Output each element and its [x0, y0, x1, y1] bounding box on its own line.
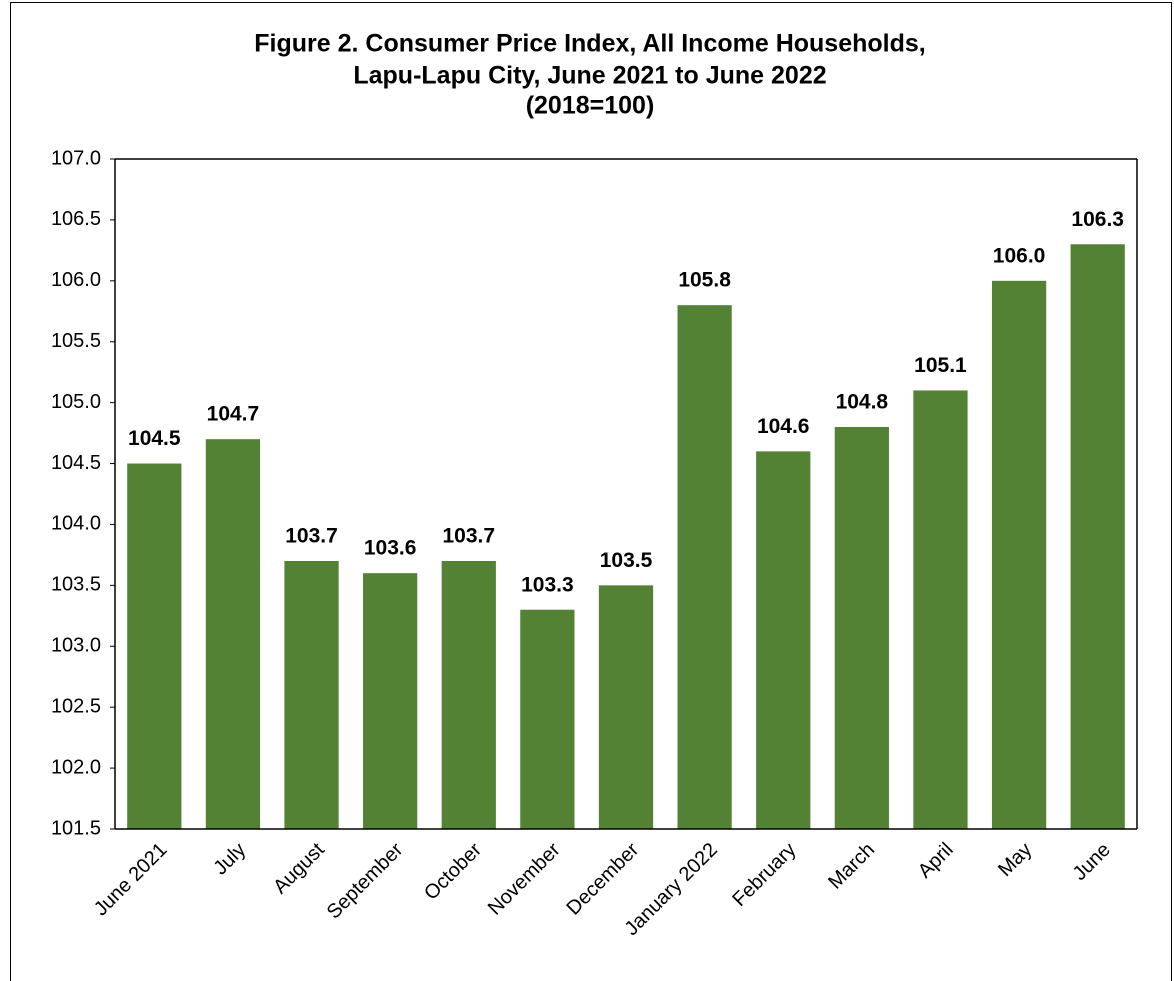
y-tick-label: 105.0	[51, 391, 101, 413]
bar	[127, 463, 182, 829]
bar	[756, 451, 811, 829]
y-tick-label: 104.0	[51, 513, 101, 535]
value-label: 104.8	[836, 391, 889, 414]
y-tick-label: 105.5	[51, 330, 101, 352]
y-tick-label: 101.5	[51, 817, 101, 839]
value-label: 103.5	[600, 549, 653, 572]
chart-title: (2018=100)	[526, 92, 655, 120]
y-tick-label: 106.0	[51, 269, 101, 291]
bar	[991, 280, 1047, 829]
value-label: 103.6	[364, 537, 417, 560]
value-label: 105.1	[914, 354, 967, 377]
bar	[363, 573, 418, 829]
y-tick-label: 103.0	[51, 635, 101, 657]
bar	[284, 561, 339, 829]
value-label: 103.7	[442, 525, 495, 548]
value-label: 106.3	[1071, 208, 1124, 231]
value-label: 103.3	[521, 573, 574, 596]
value-label: 103.7	[285, 525, 338, 548]
bar	[834, 427, 889, 829]
chart-title: Lapu-Lapu City, June 2021 to June 2022	[353, 62, 826, 90]
value-label: 104.7	[207, 403, 260, 426]
bar	[677, 305, 732, 829]
y-tick-label: 102.5	[51, 695, 101, 717]
y-tick-label: 103.5	[51, 574, 101, 596]
bar	[520, 609, 575, 829]
value-label: 104.6	[757, 415, 810, 438]
bar	[913, 390, 968, 829]
y-tick-label: 104.5	[51, 452, 101, 474]
y-tick-label: 106.5	[51, 208, 101, 230]
bar	[1070, 244, 1125, 830]
chart-title: Figure 2. Consumer Price Index, All Inco…	[254, 30, 925, 58]
value-label: 105.8	[678, 269, 731, 292]
value-label: 104.5	[128, 427, 181, 450]
bar	[205, 439, 261, 829]
value-label: 106.0	[993, 244, 1046, 267]
bar	[441, 561, 496, 829]
y-tick-label: 107.0	[51, 147, 101, 169]
bar	[598, 585, 654, 829]
chart-border	[10, 2, 1172, 981]
y-tick-label: 102.0	[51, 756, 101, 778]
